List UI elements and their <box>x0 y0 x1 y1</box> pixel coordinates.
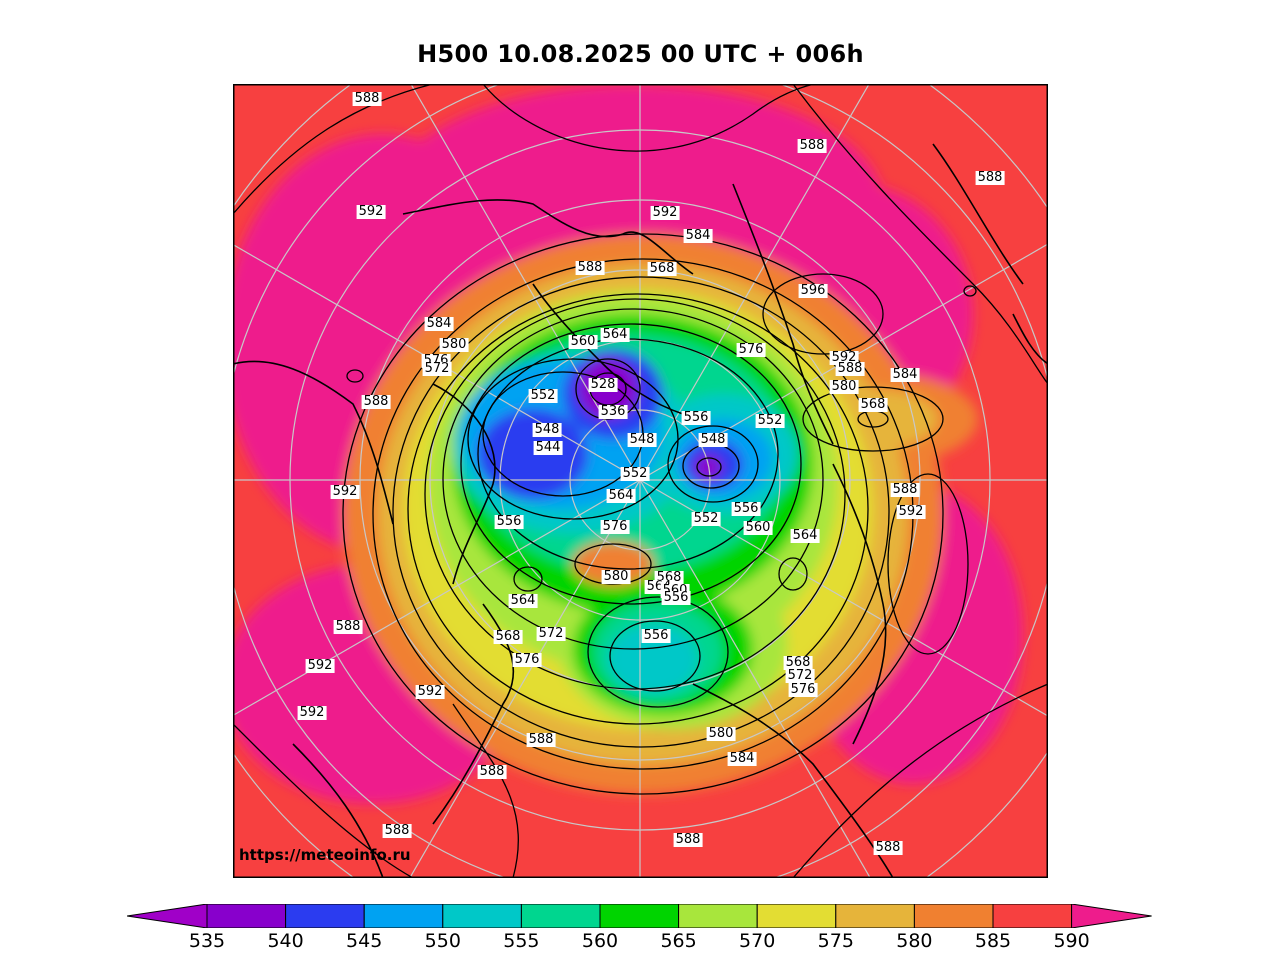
contour-label: 580 <box>829 379 859 394</box>
geopotential-map <box>233 84 1048 878</box>
contour-label: 548 <box>532 422 562 437</box>
colorbar-tick-label: 535 <box>188 930 226 952</box>
contour-label: 588 <box>333 619 363 634</box>
contour-label: 568 <box>493 629 523 644</box>
chart-title: H500 10.08.2025 00 UTC + 006h <box>417 40 864 68</box>
colorbar-tick-label: 545 <box>346 930 383 952</box>
colorbar-segment <box>442 904 522 928</box>
contour-label: 584 <box>424 316 454 331</box>
contour-label: 588 <box>673 832 703 847</box>
colorbar-tick-label: 550 <box>424 930 461 952</box>
colorbar-segment <box>992 904 1073 928</box>
colorbar-tick-label: 590 <box>1053 930 1090 952</box>
contour-label: 588 <box>361 394 391 409</box>
contour-label: 588 <box>526 732 556 747</box>
colorbar-segment <box>678 904 758 928</box>
colorbar-under-arrow <box>127 904 208 928</box>
colorbar-segment <box>599 904 680 928</box>
contour-label: 544 <box>533 440 563 455</box>
colorbar-tick-label: 565 <box>660 930 697 952</box>
contour-label: 588 <box>890 482 920 497</box>
contour-label: 556 <box>681 410 711 425</box>
contour-label: 552 <box>620 466 650 481</box>
graticule <box>233 84 1048 878</box>
contour-label: 556 <box>641 628 671 643</box>
contour-label: 536 <box>598 404 628 419</box>
contour-label: 588 <box>835 361 865 376</box>
contour-label: 588 <box>382 823 412 838</box>
source-credit: https://meteoinfo.ru <box>239 846 411 864</box>
contour-label: 584 <box>683 228 713 243</box>
contour-label: 564 <box>508 593 538 608</box>
contour-label: 568 <box>647 261 677 276</box>
contour-label: 548 <box>698 432 728 447</box>
contour-label: 564 <box>606 488 636 503</box>
colorbar-segment <box>285 904 365 928</box>
contour-label: 528 <box>588 377 618 392</box>
colorbar-segment <box>206 904 287 928</box>
contour-label: 548 <box>627 432 657 447</box>
contour-label: 572 <box>785 668 815 683</box>
contour-label: 592 <box>415 684 445 699</box>
contour-label: 592 <box>829 350 859 365</box>
contour-label: 592 <box>896 504 926 519</box>
contour-label: 564 <box>790 528 820 543</box>
colorbar-tick-label: 570 <box>739 930 776 952</box>
contour-label: 552 <box>691 511 721 526</box>
field-ridge <box>573 542 653 586</box>
contour-label: 568 <box>783 655 813 670</box>
colorbar-tick-label: 580 <box>896 930 933 952</box>
contour-label: 568 <box>858 397 888 412</box>
contour-label: 592 <box>305 658 335 673</box>
colorbar-segment <box>913 904 994 928</box>
colorbar-segment <box>520 904 601 928</box>
contour-label: 588 <box>575 260 605 275</box>
colorbar-over-arrow <box>1071 904 1152 928</box>
contour-label: 588 <box>352 91 382 106</box>
contour-label: 560 <box>743 520 773 535</box>
contour-label: 592 <box>297 705 327 720</box>
contour-label: 592 <box>330 484 360 499</box>
contour-label: 580 <box>439 337 469 352</box>
contour-label: 576 <box>512 652 542 667</box>
map-canvas <box>233 84 1048 878</box>
colorbar-tick-label: 575 <box>817 930 854 952</box>
colorbar <box>127 904 1152 928</box>
contour-label: 556 <box>494 514 524 529</box>
contour-label: 584 <box>890 367 920 382</box>
contour-label: 576 <box>736 342 766 357</box>
colorbar-tick-label: 555 <box>503 930 540 952</box>
map-frame <box>233 84 1048 878</box>
contour-label: 584 <box>727 751 757 766</box>
colorbar-tick-label: 585 <box>974 930 1012 952</box>
contour-label: 580 <box>601 569 631 584</box>
contour-label: 560 <box>568 334 598 349</box>
contour-label: 592 <box>650 205 680 220</box>
contour-label: 552 <box>755 413 785 428</box>
colorbar-tick-label: 540 <box>267 930 304 952</box>
contour-label: 572 <box>536 626 566 641</box>
contour-label: 576 <box>788 682 818 697</box>
contour-label: 564 <box>600 327 630 342</box>
contour-label: 552 <box>528 388 558 403</box>
contour-label: 588 <box>975 170 1005 185</box>
contour-label: 596 <box>798 283 828 298</box>
contour-label: 580 <box>706 726 736 741</box>
contour-label: 588 <box>477 764 507 779</box>
colorbar-segment <box>756 904 837 928</box>
contour-label: 576 <box>600 519 630 534</box>
field-555-south <box>608 624 698 694</box>
colorbar-tick-label: 560 <box>581 930 619 952</box>
colorbar-segment <box>835 904 915 928</box>
contour-label: 572 <box>422 361 452 376</box>
contour-label: 556 <box>661 590 691 605</box>
contour-label: 588 <box>873 840 903 855</box>
contour-label: 556 <box>731 501 761 516</box>
contour-label: 588 <box>797 138 827 153</box>
colorbar-segment <box>363 904 444 928</box>
contour-label: 592 <box>356 204 386 219</box>
